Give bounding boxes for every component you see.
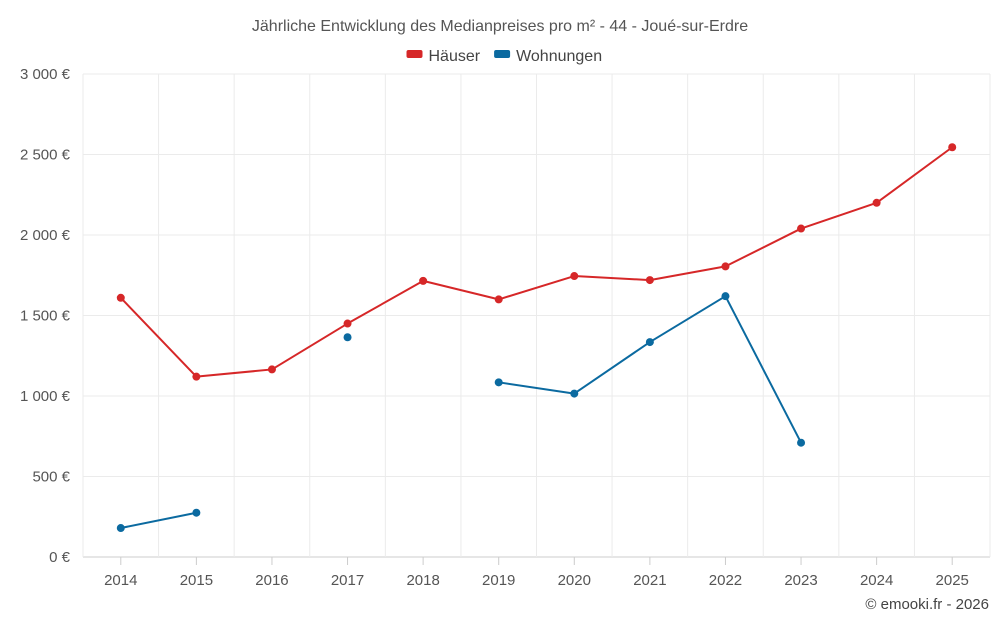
x-tick-label: 2021 [633, 572, 666, 589]
data-point [570, 272, 579, 281]
series-line [120, 511, 197, 530]
x-tick-label: 2014 [104, 572, 137, 589]
data-point [570, 389, 579, 398]
legend-swatch [494, 50, 511, 58]
series-wohnungen [116, 292, 806, 533]
y-tick-label: 1 000 € [20, 388, 71, 405]
x-tick-label: 2015 [180, 572, 213, 589]
series-line [120, 146, 953, 378]
y-tick-label: 0 € [49, 549, 71, 566]
data-point [494, 378, 503, 387]
legend-label: Häuser [429, 48, 481, 65]
chart-title: Jährliche Entwicklung des Medianpreises … [252, 18, 748, 35]
y-tick-label: 3 000 € [20, 66, 71, 83]
data-point [494, 295, 503, 304]
legend-swatch [406, 50, 423, 58]
x-tick-label: 2019 [482, 572, 515, 589]
y-tick-label: 2 500 € [20, 147, 71, 164]
legend: Häuser Wohnungen [406, 48, 602, 65]
x-tick-label: 2017 [331, 572, 364, 589]
x-axis-ticks: 2014 2015 2016 2017 2018 2019 2020 2021 2022 2023… [104, 557, 969, 589]
data-point [721, 292, 730, 301]
legend-item: Wohnungen [494, 48, 602, 65]
x-tick-label: 2024 [860, 572, 893, 589]
x-tick-label: 2023 [784, 572, 817, 589]
data-point [116, 293, 125, 302]
y-tick-label: 500 € [32, 469, 70, 486]
data-point [419, 276, 428, 285]
data-point [192, 372, 201, 381]
data-point [192, 508, 201, 517]
data-point [797, 438, 806, 447]
data-point [645, 276, 654, 285]
grid-lines [82, 73, 991, 558]
legend-label: Wohnungen [516, 48, 602, 65]
data-point [797, 224, 806, 233]
series-layer [116, 143, 957, 533]
data-point [267, 365, 276, 374]
y-tick-label: 1 500 € [20, 308, 71, 325]
x-tick-label: 2016 [255, 572, 288, 589]
series-line [498, 295, 802, 444]
y-axis-ticks: 0 € 500 € 1 000 € 1 500 € 2 000 € 2 500 € 3 00… [20, 66, 71, 566]
data-point [343, 319, 352, 328]
series-haeuser [116, 143, 957, 381]
data-point [872, 198, 881, 207]
data-point [116, 524, 125, 533]
y-tick-label: 2 000 € [20, 227, 71, 244]
x-tick-label: 2025 [936, 572, 969, 589]
x-tick-label: 2018 [406, 572, 439, 589]
x-tick-label: 2020 [558, 572, 591, 589]
copyright-credit: © emooki.fr - 2026 [865, 596, 989, 613]
data-point [948, 143, 957, 152]
data-point [343, 333, 352, 342]
data-point [645, 338, 654, 347]
data-point [721, 262, 730, 271]
legend-item: Häuser [406, 48, 481, 65]
x-tick-label: 2022 [709, 572, 742, 589]
